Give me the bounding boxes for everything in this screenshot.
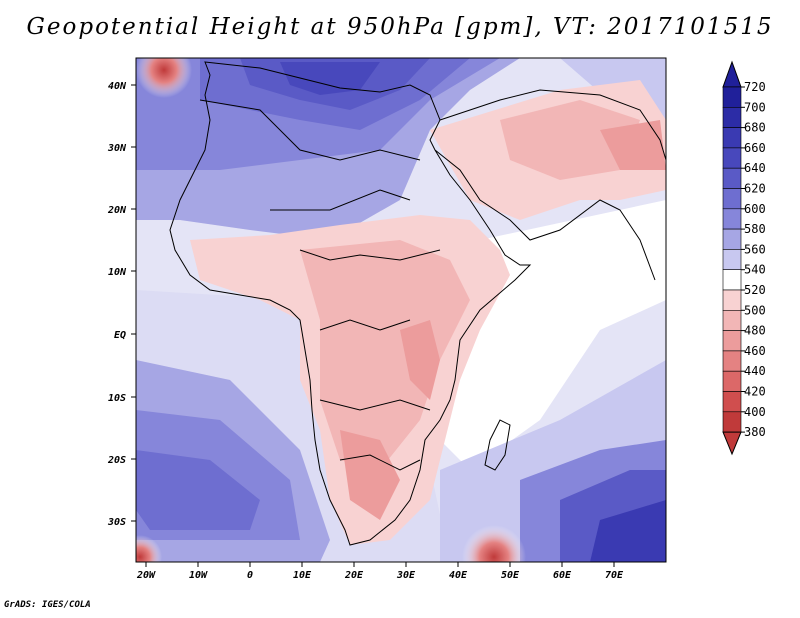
colorbar-swatch (722, 350, 742, 372)
lon-axis: 20W 10W 0 10E 20E 30E 40E 50E 60E 70E (136, 562, 624, 581)
grads-credit: GrADS: IGES/COLA (4, 600, 91, 610)
colorbar-swatch (722, 208, 742, 230)
colorbar-label: 400 (744, 405, 766, 419)
colorbar-label: 480 (744, 324, 766, 338)
lon-label: 0 (247, 570, 253, 581)
colorbar: 720 700 680 660 640 620 600 580 560 540 520 500 480 4… (722, 60, 766, 456)
lat-label: 10N (108, 267, 127, 278)
colorbar-swatch (722, 147, 742, 169)
lon-label: 10W (189, 570, 208, 581)
colorbar-swatch (722, 330, 742, 352)
colorbar-swatch (722, 228, 742, 250)
colorbar-swatch (722, 411, 742, 433)
colorbar-label: 500 (744, 303, 766, 317)
colorbar-swatch (722, 127, 742, 149)
lat-label: 30S (107, 517, 126, 528)
colorbar-swatch (722, 391, 742, 413)
lon-label: 70E (605, 570, 624, 581)
lon-label: 60E (553, 570, 572, 581)
coastlines (169, 61, 667, 546)
lat-label: 30N (107, 143, 127, 154)
lon-label: 10E (293, 570, 312, 581)
colorbar-swatch (722, 309, 742, 331)
colorbar-label: 540 (744, 263, 766, 277)
colorbar-label: 380 (744, 425, 766, 439)
colorbar-swatch (722, 249, 742, 270)
lon-label: 30E (396, 570, 416, 581)
colorbar-label: 620 (744, 182, 766, 196)
colorbar-swatch (722, 86, 742, 108)
colorbar-label: 440 (744, 364, 766, 378)
height-field (136, 58, 666, 562)
lon-label: 40E (449, 570, 468, 581)
lon-label: 20W (136, 570, 156, 581)
colorbar-label: 600 (744, 202, 766, 216)
colorbar-bottom-arrow (722, 431, 742, 456)
colorbar-label: 720 (744, 80, 766, 94)
colorbar-label: 560 (744, 242, 766, 256)
colorbar-label: 520 (744, 283, 766, 297)
colorbar-label: 580 (744, 222, 766, 236)
colorbar-label: 640 (744, 161, 766, 175)
lat-label: EQ (114, 330, 126, 341)
colorbar-swatch (722, 188, 742, 210)
map-frame (135, 57, 667, 563)
colorbar-label: 660 (744, 141, 766, 155)
colorbar-label: 420 (744, 385, 766, 399)
colorbar-swatch (722, 107, 742, 128)
colorbar-swatch (722, 269, 742, 291)
colorbar-label: 680 (744, 121, 766, 135)
lon-label: 20E (344, 570, 364, 581)
lat-label: 20N (107, 205, 127, 216)
lon-label: 50E (501, 570, 520, 581)
lat-label: 40N (108, 81, 127, 92)
colorbar-label: 700 (744, 100, 766, 114)
colorbar-swatch (722, 289, 742, 311)
colorbar-swatch (722, 370, 742, 392)
lat-axis: 40N 30N 20N 10N EQ 10S 20S 30S (107, 81, 136, 528)
map-title: Geopotential Height at 950hPa [gpm], VT:… (26, 14, 774, 40)
colorbar-top-arrow (722, 60, 742, 88)
colorbar-label: 460 (744, 344, 766, 358)
colorbar-swatch (722, 167, 742, 189)
lat-label: 10S (108, 393, 126, 404)
lat-label: 20S (107, 455, 126, 466)
